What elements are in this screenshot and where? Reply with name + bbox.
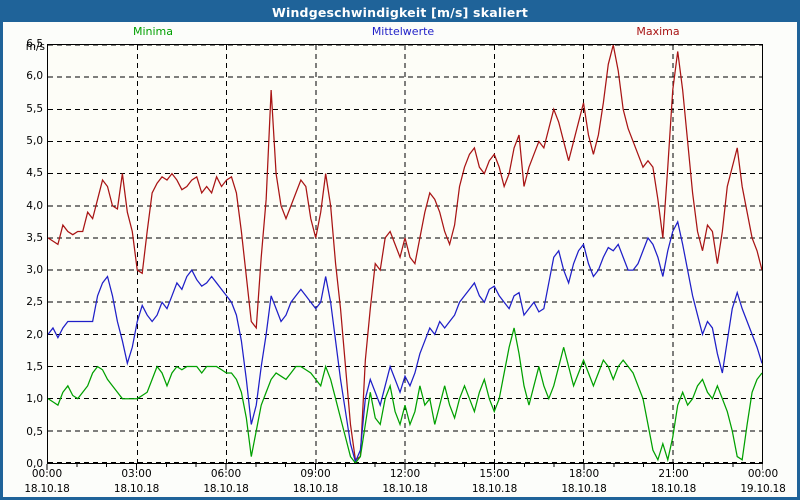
y-axis-tick-label: 0,0 [26, 458, 43, 470]
x-axis-tick-label: 12:00 18.10.18 [382, 467, 427, 497]
y-axis-tick-label: 4,5 [26, 167, 43, 180]
y-axis-tick-label: 0,5 [26, 425, 43, 438]
y-axis-tick-label: 2,5 [26, 296, 43, 309]
x-axis-tick-time: 00:00 [31, 468, 63, 480]
y-axis-tick-label: 6,5 [26, 38, 43, 50]
x-axis-tick-date: 18.10.18 [24, 483, 70, 495]
x-axis-tick-time: 00:00 [747, 468, 779, 480]
legend-item-minima: Minima [132, 25, 174, 38]
x-axis-tick-label: 15:00 18.10.18 [472, 467, 517, 497]
legend-item-mittelwerte: Mittelwerte [371, 25, 435, 38]
x-axis-tick-label: 06:00 18.10.18 [203, 467, 248, 497]
x-axis-tick-label: 00:00 19.10.18 [740, 467, 785, 497]
y-axis-tick-label: 2,0 [26, 328, 43, 341]
y-axis-tick-label: 3,5 [26, 231, 43, 244]
x-axis-tick-time: 21:00 [658, 468, 689, 480]
y-axis-tick-label: 5,5 [26, 102, 43, 115]
y-axis-tick-label: 3,0 [26, 264, 43, 277]
y-axis-labels: 6,5 6,0 5,5 5,0 4,5 4,0 3,5 3,0 2,5 2,0 1,5 1,0 0,5 0… [3, 38, 43, 470]
series-line-minima [48, 327, 762, 463]
x-axis-tick-label: 18:00 18.10.18 [561, 467, 606, 497]
x-axis-tick-label: 09:00 18.10.18 [293, 467, 338, 497]
y-axis-unit-label: m/s [25, 41, 45, 53]
x-axis-tick-date: 18.10.18 [471, 483, 518, 495]
window-title: Windgeschwindigkeit [m/s] skaliert [271, 5, 529, 20]
y-axis-tick-label: 4,0 [26, 199, 43, 212]
x-axis-tick-label: 03:00 18.10.18 [114, 467, 159, 497]
x-axis-tick-date: 19.10.18 [740, 483, 786, 495]
x-axis-ticks [46, 464, 763, 470]
x-axis-tick-time: 12:00 [389, 468, 421, 480]
y-axis-tick-label: 1,5 [26, 361, 43, 374]
legend-item-maxima: Maxima [636, 25, 680, 38]
series-line-maxima [48, 45, 762, 461]
plot-canvas [47, 44, 763, 464]
chart-legend: Minima Mittelwerte Maxima [3, 25, 797, 41]
y-axis-tick-label: 6,0 [26, 70, 43, 83]
x-axis-tick-date: 18.10.18 [203, 483, 249, 495]
x-axis-tick-time: 09:00 [300, 468, 331, 480]
series-line-mittelwerte [48, 220, 762, 463]
x-axis-tick-date: 18.10.18 [292, 483, 339, 495]
x-axis-tick-time: 15:00 [479, 468, 510, 480]
plot-area [44, 41, 763, 470]
x-axis-labels: 00:00 18.10.18 03:00 18.10.18 06:00 18.10.18 0… [3, 467, 797, 499]
x-axis-tick-label: 00:00 18.10.18 [24, 467, 69, 497]
y-axis-tick-label: 5,0 [26, 134, 43, 147]
x-axis-tick-time: 18:00 [568, 468, 600, 480]
x-axis-tick-label: 21:00 18.10.18 [651, 467, 696, 497]
x-axis-tick-date: 18.10.18 [561, 483, 607, 495]
x-axis-tick-date: 18.10.18 [650, 483, 697, 495]
y-axis-tick-label: 1,0 [26, 393, 43, 406]
window-titlebar: Windgeschwindigkeit [m/s] skaliert [3, 3, 797, 22]
x-axis-tick-time: 03:00 [121, 468, 152, 480]
chart-svg [48, 45, 762, 463]
x-axis-tick-time: 06:00 [210, 468, 242, 480]
x-axis-tick-date: 18.10.18 [113, 483, 160, 495]
x-axis-tick-date: 18.10.18 [382, 483, 428, 495]
